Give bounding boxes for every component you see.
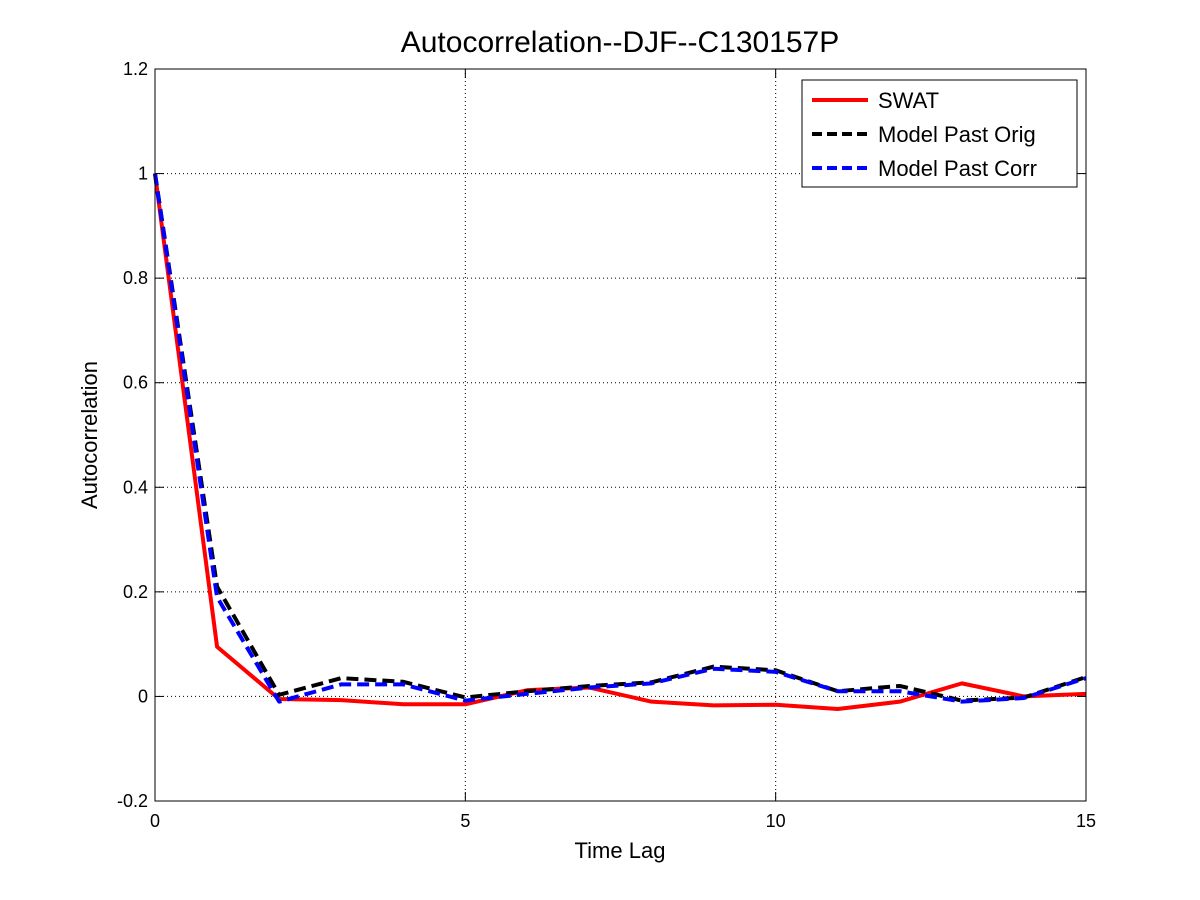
x-tick-label: 5 xyxy=(460,811,470,831)
y-tick-label: 1 xyxy=(138,164,148,184)
x-tick-label: 10 xyxy=(766,811,786,831)
y-tick-label: 0.2 xyxy=(123,582,148,602)
chart-title: Autocorrelation--DJF--C130157P xyxy=(401,26,840,59)
legend: SWAT Model Past Orig Model Past Corr xyxy=(801,79,1078,188)
legend-label: Model Past Corr xyxy=(878,156,1037,181)
x-axis-label: Time Lag xyxy=(575,838,666,863)
x-tick-label: 0 xyxy=(150,811,160,831)
y-tick-label: 1.2 xyxy=(123,59,148,79)
legend-label: Model Past Orig xyxy=(878,122,1036,147)
y-tick-label: -0.2 xyxy=(117,791,148,811)
legend-label: SWAT xyxy=(878,88,939,113)
series-line-model-past-corr xyxy=(153,173,1087,704)
ticks: 0 5 10 15-0.200.20.40.60.811.2 xyxy=(117,59,1096,831)
y-tick-label: 0.4 xyxy=(123,477,148,497)
y-tick-label: 0.8 xyxy=(123,268,148,288)
y-tick-label: 0.6 xyxy=(123,373,148,393)
series-lines xyxy=(153,173,1087,711)
series-line-swat xyxy=(153,173,1087,711)
x-tick-label: 15 xyxy=(1076,811,1096,831)
y-axis-label: Autocorrelation xyxy=(77,361,102,509)
y-tick-label: 0 xyxy=(138,686,148,706)
plot-frame xyxy=(154,68,1087,802)
series-line-model-past-orig xyxy=(153,173,1087,703)
